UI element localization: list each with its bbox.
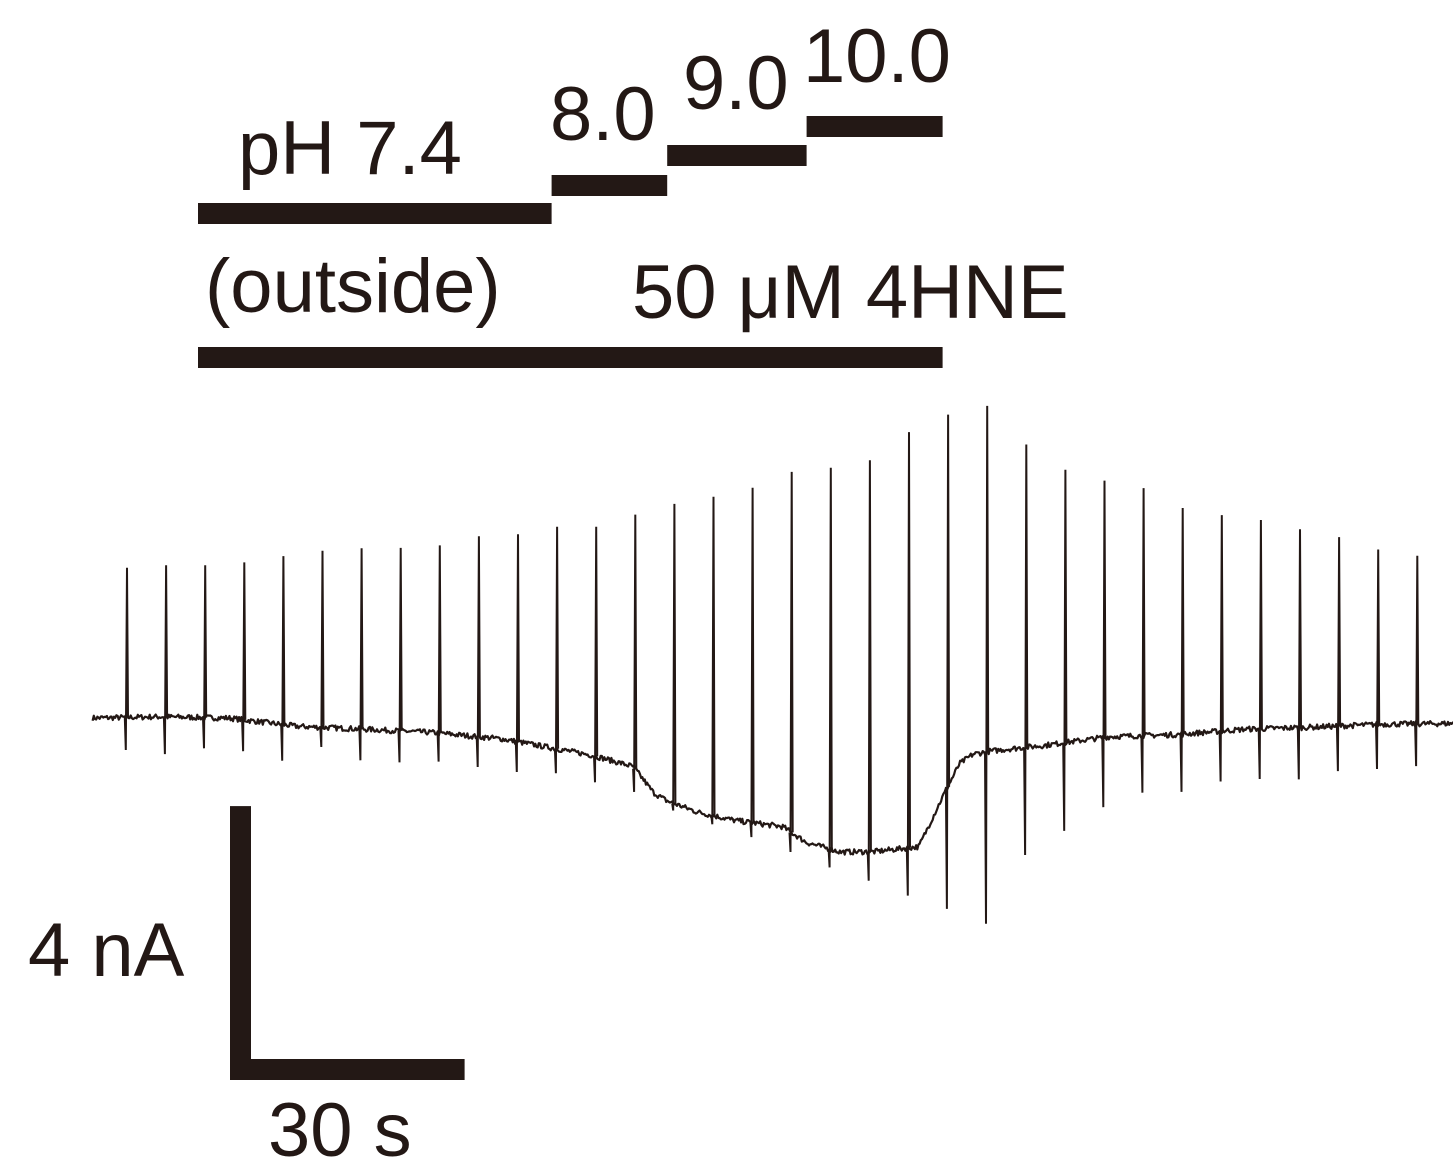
ph-step-label: pH 7.4 <box>238 106 462 191</box>
ramp-pulse <box>553 526 560 774</box>
ramp-pulse <box>749 487 755 838</box>
ramp-pulse <box>1023 444 1029 856</box>
ramp-pulse <box>1218 515 1224 782</box>
current-scale-bar <box>230 806 251 1080</box>
ramp-pulse <box>1101 480 1107 808</box>
ramp-pulse <box>1062 469 1068 831</box>
time-scale-label: 30 s <box>268 1088 412 1170</box>
ph-step-bar <box>198 203 552 224</box>
current-scale-label: 4 nA <box>28 908 185 993</box>
ramp-pulse <box>827 467 833 868</box>
ramp-pulse <box>123 567 129 751</box>
ph-sub-label: (outside) <box>205 244 501 329</box>
ramp-pulse <box>1140 488 1146 793</box>
ramp-pulse <box>397 547 403 763</box>
ph-step-bar <box>551 175 668 196</box>
ramp-pulse <box>1335 537 1342 772</box>
current-trace <box>91 405 1453 924</box>
ramp-pulse <box>280 556 286 761</box>
ramp-pulse <box>671 503 677 811</box>
drug-label: 50 μM 4HNE <box>632 250 1069 335</box>
protocol-annotation: pH 7.4 8.0 9.0 10.0 (outside) 50 μM 4HNE <box>198 14 1069 368</box>
drug-application-bar <box>198 347 943 368</box>
ramp-pulse <box>984 405 990 924</box>
ramp-pulse <box>358 548 364 761</box>
ramp-pulse <box>1414 555 1420 767</box>
ramp-pulse <box>710 496 716 825</box>
ramp-pulse <box>944 414 951 909</box>
time-scale-bar <box>230 1059 465 1080</box>
ramp-pulse <box>1257 519 1263 780</box>
ph-step-bar <box>667 145 807 166</box>
ramp-pulse <box>514 534 520 773</box>
ramp-pulse <box>202 565 208 749</box>
ph-step-label: 9.0 <box>683 41 789 126</box>
ramp-pulse <box>436 545 442 762</box>
ph-step-label: 10.0 <box>803 14 951 99</box>
ramp-pulse <box>162 565 169 755</box>
ramp-pulse <box>632 514 638 792</box>
ramp-pulse <box>475 536 481 768</box>
holding-current-trace <box>91 713 1453 856</box>
ph-step-bar <box>806 116 943 137</box>
ramp-pulse <box>905 432 911 896</box>
ramp-pulse <box>241 562 247 752</box>
ramp-pulse <box>788 471 794 853</box>
scale-bar: 4 nA 30 s <box>28 806 465 1170</box>
ramp-pulse <box>866 460 872 881</box>
ramp-pulse <box>1375 549 1381 770</box>
ramp-pulse <box>593 526 599 783</box>
ph-step-label: 8.0 <box>550 72 656 157</box>
ramp-pulse <box>319 550 325 748</box>
ramp-pulse <box>1296 529 1302 780</box>
ramp-pulse <box>1179 507 1185 792</box>
